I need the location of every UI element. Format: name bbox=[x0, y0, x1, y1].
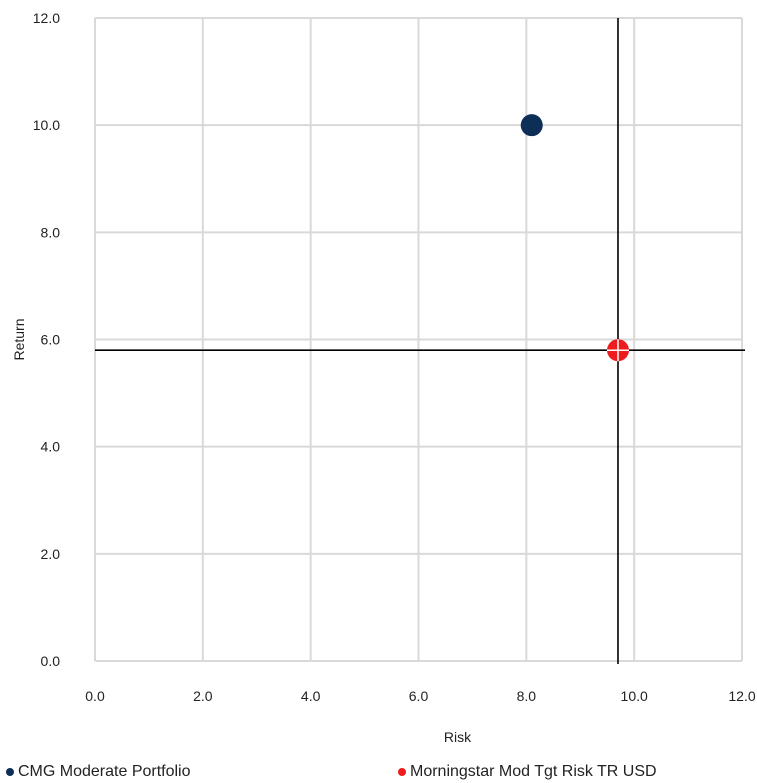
x-tick-label: 4.0 bbox=[301, 688, 321, 704]
y-tick-label: 4.0 bbox=[41, 439, 61, 455]
legend-item-morningstar-mod-tgt-risk: Morningstar Mod Tgt Risk TR USD bbox=[398, 763, 657, 781]
y-tick-label: 0.0 bbox=[41, 653, 61, 669]
grid-lines bbox=[94, 17, 743, 662]
x-tick-label: 10.0 bbox=[621, 688, 648, 704]
data-point-cmg-moderate-portfolio bbox=[520, 114, 543, 137]
data-points bbox=[520, 114, 629, 362]
reference-lines bbox=[95, 18, 745, 664]
y-tick-label: 10.0 bbox=[33, 117, 60, 133]
x-tick-label: 12.0 bbox=[728, 688, 755, 704]
legend-label: CMG Moderate Portfolio bbox=[18, 763, 191, 780]
legend-marker-icon bbox=[6, 768, 14, 776]
x-tick-label: 6.0 bbox=[409, 688, 429, 704]
y-axis-title: Return bbox=[11, 318, 27, 360]
tick-labels: 0.0 2.0 4.0 6.0 8.0 10.0 12.0 0.0 2.0 4.0 6.0 8.0 10… bbox=[33, 10, 756, 704]
y-tick-label: 8.0 bbox=[41, 224, 61, 240]
x-axis-title: Risk bbox=[444, 729, 472, 745]
x-tick-label: 2.0 bbox=[193, 688, 213, 704]
legend: CMG Moderate Portfolio Morningstar Mod T… bbox=[0, 763, 757, 783]
x-tick-label: 0.0 bbox=[85, 688, 105, 704]
y-tick-label: 12.0 bbox=[33, 10, 60, 26]
y-tick-label: 2.0 bbox=[41, 546, 61, 562]
legend-label: Morningstar Mod Tgt Risk TR USD bbox=[410, 763, 657, 780]
scatter-chart: 0.0 2.0 4.0 6.0 8.0 10.0 12.0 0.0 2.0 4.0 6.0 8.0 10… bbox=[11, 10, 756, 745]
y-tick-label: 6.0 bbox=[41, 332, 61, 348]
legend-item-cmg-moderate-portfolio: CMG Moderate Portfolio bbox=[6, 763, 191, 781]
legend-marker-icon bbox=[398, 768, 406, 776]
x-tick-label: 8.0 bbox=[517, 688, 537, 704]
